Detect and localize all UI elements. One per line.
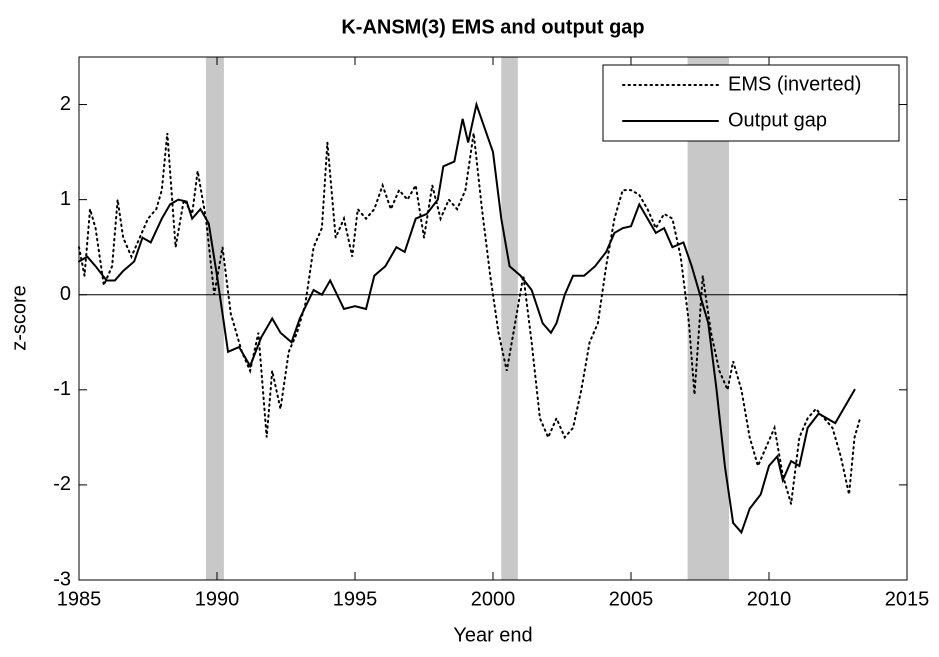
x-tick-label: 2005 bbox=[609, 588, 654, 610]
y-tick-label: 1 bbox=[60, 188, 71, 210]
y-tick-label: -3 bbox=[53, 568, 71, 590]
y-tick-label: -2 bbox=[53, 473, 71, 495]
x-tick-label: 1990 bbox=[195, 588, 240, 610]
y-tick-label: -1 bbox=[53, 378, 71, 400]
x-tick-label: 2010 bbox=[747, 588, 792, 610]
x-tick-label: 2015 bbox=[885, 588, 930, 610]
y-tick-label: 2 bbox=[60, 93, 71, 115]
y-axis-label: z-score bbox=[8, 285, 30, 351]
recession-band bbox=[205, 57, 224, 580]
series-line bbox=[78, 100, 856, 535]
chart-title: K-ANSM(3) EMS and output gap bbox=[341, 16, 644, 38]
legend-label: Output gap bbox=[728, 109, 827, 131]
x-tick-label: 1985 bbox=[57, 588, 102, 610]
series-line bbox=[78, 132, 862, 505]
x-axis-label: Year end bbox=[453, 624, 532, 646]
x-tick-label: 2000 bbox=[471, 588, 516, 610]
x-tick-label: 1995 bbox=[333, 588, 378, 610]
legend-box bbox=[602, 64, 900, 142]
recession-band bbox=[501, 57, 518, 580]
legend-label: EMS (inverted) bbox=[728, 73, 861, 95]
y-tick-label: 0 bbox=[60, 283, 71, 305]
